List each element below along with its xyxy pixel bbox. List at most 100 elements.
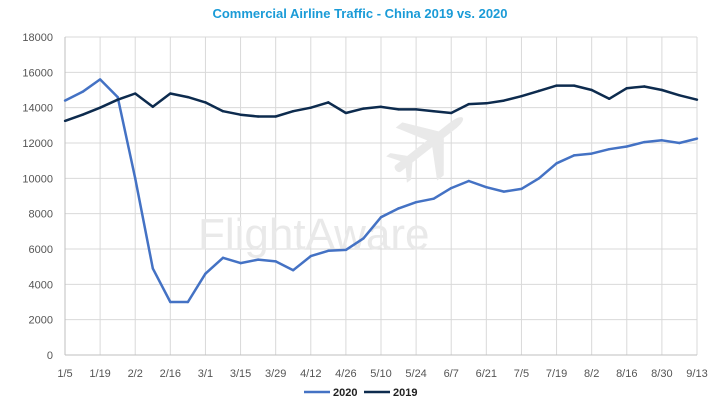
data-point-2020 xyxy=(520,187,523,191)
data-point-2019 xyxy=(309,106,312,109)
data-point-2020 xyxy=(695,137,699,140)
y-tick-label: 12000 xyxy=(22,138,53,150)
data-point-2019 xyxy=(98,106,102,109)
data-point-2019 xyxy=(221,110,225,113)
x-axis-ticks: 1/5 1/19 2/2 2/16 3/1 3/15 3/29 4/12 4/26 5/10 5/2… xyxy=(57,368,707,380)
series-lines xyxy=(63,78,699,304)
data-point-2020 xyxy=(256,258,260,261)
data-point-2020 xyxy=(169,300,172,304)
data-point-2020 xyxy=(204,272,207,275)
chart-title: Commercial Airline Traffic - China 2019 … xyxy=(212,6,508,21)
watermark-text: FlightAware xyxy=(198,210,430,259)
data-point-2020 xyxy=(151,267,154,270)
y-axis-ticks: 0 2000 4000 6000 8000 10000 12000 14000 16000 180… xyxy=(22,32,53,362)
data-point-2019 xyxy=(572,84,576,87)
y-tick-label: 2000 xyxy=(29,315,53,327)
data-point-2019 xyxy=(274,115,277,118)
data-point-2020 xyxy=(81,90,84,93)
data-point-2019 xyxy=(327,101,330,104)
y-tick-label: 6000 xyxy=(29,244,53,256)
data-point-2019 xyxy=(256,115,260,118)
x-tick-label: 2/16 xyxy=(160,368,181,380)
data-point-2020 xyxy=(643,140,646,144)
x-tick-label: 7/19 xyxy=(546,368,567,380)
data-point-2020 xyxy=(309,254,312,258)
data-point-2019 xyxy=(204,101,207,104)
data-point-2020 xyxy=(134,177,137,180)
y-tick-label: 4000 xyxy=(29,279,53,291)
x-tick-label: 3/29 xyxy=(265,368,286,380)
data-point-2019 xyxy=(555,84,558,87)
x-tick-label: 8/16 xyxy=(616,368,637,380)
data-point-2020 xyxy=(221,256,225,260)
data-point-2020 xyxy=(292,269,295,272)
y-tick-label: 14000 xyxy=(22,103,53,115)
data-point-2020 xyxy=(397,207,400,210)
x-tick-label: 1/5 xyxy=(57,368,72,380)
data-point-2020 xyxy=(467,179,470,183)
data-point-2019 xyxy=(81,113,84,116)
data-point-2020 xyxy=(502,190,506,193)
data-point-2020 xyxy=(414,200,418,204)
x-tick-label: 8/2 xyxy=(584,368,599,380)
data-point-2020 xyxy=(344,248,348,252)
data-point-2020 xyxy=(485,185,488,189)
legend-label-2020: 2020 xyxy=(333,387,357,399)
x-tick-label: 6/21 xyxy=(476,368,497,380)
data-point-2020 xyxy=(239,261,242,265)
data-point-2019 xyxy=(116,98,119,101)
y-tick-label: 16000 xyxy=(22,67,53,79)
axes xyxy=(64,37,697,356)
x-tick-label: 3/15 xyxy=(230,368,251,380)
y-tick-label: 18000 xyxy=(22,32,53,44)
y-tick-label: 10000 xyxy=(22,173,53,185)
data-point-2019 xyxy=(695,98,699,101)
data-point-2019 xyxy=(169,92,172,95)
data-point-2020 xyxy=(274,260,277,263)
data-point-2019 xyxy=(590,88,593,92)
watermark: FlightAware xyxy=(198,117,464,259)
gridlines xyxy=(64,36,698,356)
data-point-2020 xyxy=(98,78,102,81)
data-point-2019 xyxy=(414,108,418,111)
data-point-2019 xyxy=(537,89,541,93)
data-point-2019 xyxy=(450,111,453,115)
data-point-2019 xyxy=(485,102,488,105)
legend: 2020 2019 xyxy=(304,387,417,399)
x-tick-label: 5/10 xyxy=(370,368,391,380)
data-point-2019 xyxy=(63,119,67,123)
data-point-2019 xyxy=(292,110,295,113)
data-point-2020 xyxy=(327,249,330,252)
data-point-2019 xyxy=(625,87,628,90)
data-point-2019 xyxy=(643,85,646,88)
data-point-2019 xyxy=(151,105,154,108)
data-point-2019 xyxy=(502,99,506,102)
data-point-2019 xyxy=(520,94,523,98)
x-tick-label: 3/1 xyxy=(198,368,213,380)
data-point-2019 xyxy=(397,108,400,111)
data-point-2020 xyxy=(555,162,558,165)
x-tick-label: 6/7 xyxy=(444,368,459,380)
x-tick-label: 4/26 xyxy=(335,368,356,380)
data-point-2020 xyxy=(63,99,67,102)
data-point-2019 xyxy=(362,107,365,110)
y-tick-label: 8000 xyxy=(29,209,53,221)
data-point-2020 xyxy=(432,197,435,200)
legend-label-2019: 2019 xyxy=(393,387,417,399)
data-point-2020 xyxy=(186,300,190,304)
x-tick-label: 1/19 xyxy=(89,368,110,380)
data-point-2020 xyxy=(590,152,593,155)
x-tick-label: 7/5 xyxy=(514,368,529,380)
data-point-2020 xyxy=(678,141,681,145)
x-tick-label: 2/2 xyxy=(128,368,143,380)
y-tick-label: 0 xyxy=(47,350,53,362)
data-point-2020 xyxy=(660,139,664,142)
data-point-2019 xyxy=(467,102,470,106)
data-point-2020 xyxy=(572,154,576,157)
data-point-2019 xyxy=(678,94,681,97)
data-point-2020 xyxy=(379,216,383,219)
data-point-2019 xyxy=(379,105,383,108)
data-point-2020 xyxy=(116,95,119,99)
data-point-2019 xyxy=(660,88,664,92)
